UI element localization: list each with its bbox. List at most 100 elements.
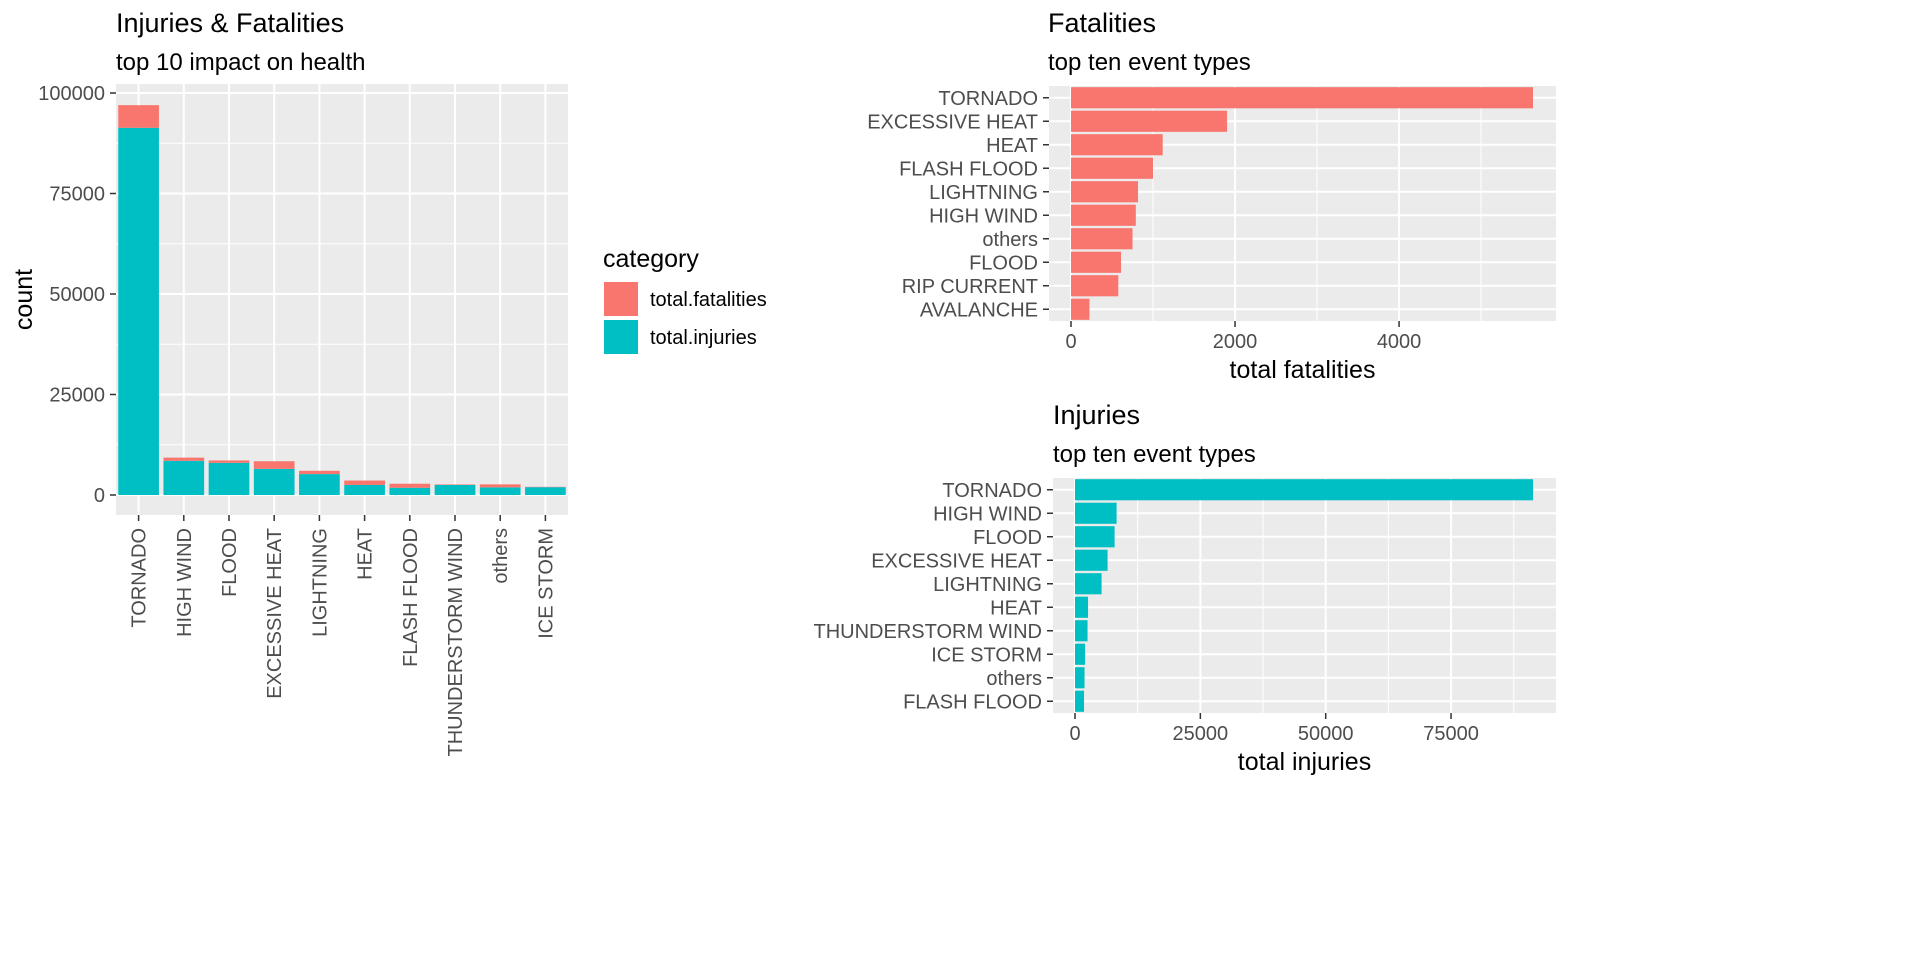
legend-key-total-fatalities <box>604 282 638 316</box>
bar-fatalities-tornado <box>118 105 159 128</box>
legend-label: total.injuries <box>650 327 757 349</box>
y-tick-label: THUNDERSTORM WIND <box>813 621 1042 643</box>
y-tick-label: AVALANCHE <box>920 299 1038 321</box>
x-tick-label: HEAT <box>355 528 377 580</box>
y-tick-label: 75000 <box>49 184 105 206</box>
bar-others <box>1075 667 1085 689</box>
bar-injuries-flood <box>208 462 250 495</box>
bar-avalanche <box>1071 298 1090 320</box>
y-tick-label: EXCESSIVE HEAT <box>871 550 1042 572</box>
bar-lightning <box>1071 181 1139 203</box>
y-tick-label: 0 <box>94 485 105 507</box>
y-tick-label: others <box>986 668 1042 690</box>
y-tick-label: FLASH FLOOD <box>899 158 1038 180</box>
y-tick-label: ICE STORM <box>931 644 1042 666</box>
x-axis-title: total fatalities <box>1230 356 1376 384</box>
bar-injuries-others <box>479 487 521 495</box>
bar-injuries-excessive-heat <box>253 468 295 495</box>
bar-injuries-thunderstorm-wind <box>434 484 476 495</box>
x-tick-label: 0 <box>1065 331 1076 353</box>
bar-ice-storm <box>1075 643 1086 665</box>
bar-heat <box>1075 596 1089 618</box>
y-tick-label: HEAT <box>990 597 1042 619</box>
bar-fatalities-others <box>479 484 521 488</box>
injuries-chart: Injuries top ten event types 0 25000 50000 75… <box>813 400 1556 776</box>
x-tick-label: LIGHTNING <box>309 528 331 637</box>
bar-injuries-lightning <box>299 474 340 495</box>
bar-fatalities-heat <box>344 480 385 485</box>
x-tick-label: 0 <box>1069 723 1080 745</box>
y-tick-label: FLOOD <box>973 527 1042 549</box>
x-tick-label: THUNDERSTORM WIND <box>445 528 467 757</box>
stacked-chart: Injuries & Fatalities top 10 impact on he… <box>10 8 767 757</box>
bar-thunderstorm-wind <box>1075 620 1088 642</box>
bar-flood <box>1075 526 1115 548</box>
y-tick-label: FLASH FLOOD <box>903 691 1042 713</box>
bar-others <box>1071 228 1133 250</box>
chart-title: Fatalities <box>1048 8 1156 38</box>
x-tick-label: 75000 <box>1423 723 1479 745</box>
legend: category total.fatalities total.injuries <box>603 245 767 354</box>
chart-subtitle: top ten event types <box>1048 49 1251 76</box>
legend-label: total.fatalities <box>650 289 767 311</box>
x-tick-label: 50000 <box>1298 723 1354 745</box>
bar-heat <box>1071 134 1163 156</box>
bar-flash-flood <box>1075 690 1085 712</box>
bar-injuries-ice-storm <box>525 487 566 495</box>
bar-flood <box>1071 251 1122 273</box>
y-tick-label: HIGH WIND <box>933 503 1042 525</box>
x-axis-title: total injuries <box>1238 748 1371 776</box>
y-tick-label: others <box>982 229 1038 251</box>
chart-subtitle: top ten event types <box>1053 441 1256 468</box>
plot-panel <box>116 84 568 515</box>
bar-high-wind <box>1075 502 1117 524</box>
y-tick-label: RIP CURRENT <box>902 276 1038 298</box>
bar-fatalities-excessive-heat <box>253 461 295 469</box>
y-tick-label: LIGHTNING <box>929 182 1038 204</box>
bar-high-wind <box>1071 204 1136 226</box>
y-tick-label: LIGHTNING <box>933 574 1042 596</box>
x-tick-label: TORNADO <box>129 528 151 628</box>
fatalities-chart: Fatalities top ten event types 0 2000 4000 TO… <box>867 8 1556 384</box>
bar-excessive-heat <box>1075 549 1108 571</box>
bar-injuries-heat <box>344 484 385 495</box>
bar-lightning <box>1075 573 1102 595</box>
x-tick-label: HIGH WIND <box>174 528 196 637</box>
x-tick-label: 4000 <box>1377 331 1422 353</box>
bar-injuries-flash-flood <box>389 487 431 495</box>
y-tick-label: FLOOD <box>969 252 1038 274</box>
x-tick-label: ICE STORM <box>535 528 557 639</box>
y-axis-title: count <box>10 269 38 330</box>
y-tick-label: HEAT <box>986 135 1038 157</box>
bar-fatalities-flood <box>208 460 250 463</box>
bar-flash-flood <box>1071 157 1154 179</box>
bar-fatalities-high-wind <box>163 457 205 461</box>
legend-title: category <box>603 245 699 273</box>
x-tick-label: FLOOD <box>219 528 241 597</box>
chart-title: Injuries <box>1053 400 1140 430</box>
bar-fatalities-flash-flood <box>389 483 431 488</box>
y-tick-label: 100000 <box>38 83 105 105</box>
y-tick-label: 25000 <box>49 385 105 407</box>
x-tick-label: EXCESSIVE HEAT <box>264 528 286 699</box>
plot-panel <box>1053 478 1556 713</box>
bar-fatalities-lightning <box>299 470 340 475</box>
y-tick-label: EXCESSIVE HEAT <box>867 111 1038 133</box>
bar-injuries-high-wind <box>163 460 205 495</box>
y-tick-label: 50000 <box>49 284 105 306</box>
bar-excessive-heat <box>1071 110 1228 132</box>
bar-fatalities-thunderstorm-wind <box>434 484 476 485</box>
bar-tornado <box>1075 479 1533 501</box>
legend-key-total-injuries <box>604 320 638 354</box>
x-tick-label: 25000 <box>1173 723 1229 745</box>
x-tick-label: FLASH FLOOD <box>400 528 422 667</box>
x-tick-label: 2000 <box>1213 331 1258 353</box>
y-tick-label: TORNADO <box>942 480 1042 502</box>
bar-rip-current <box>1071 275 1119 297</box>
bar-injuries-tornado <box>118 127 159 496</box>
y-tick-label: HIGH WIND <box>929 205 1038 227</box>
y-tick-label: TORNADO <box>938 88 1038 110</box>
chart-title: Injuries & Fatalities <box>116 8 344 38</box>
x-tick-label: others <box>490 528 512 584</box>
